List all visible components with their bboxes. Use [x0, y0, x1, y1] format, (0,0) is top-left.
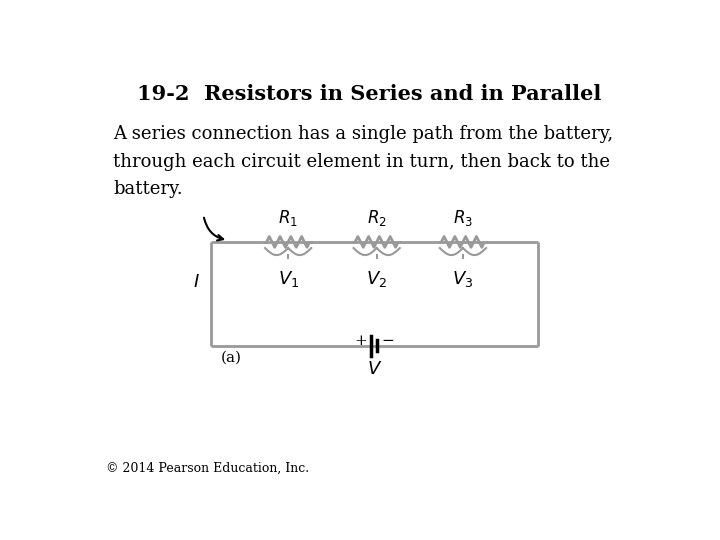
- Text: $R_2$: $R_2$: [366, 208, 387, 228]
- Text: 19-2  Resistors in Series and in Parallel: 19-2 Resistors in Series and in Parallel: [137, 84, 601, 104]
- Text: $R_1$: $R_1$: [278, 208, 298, 228]
- Text: © 2014 Pearson Education, Inc.: © 2014 Pearson Education, Inc.: [106, 462, 309, 475]
- Text: −: −: [382, 334, 394, 348]
- Text: $R_3$: $R_3$: [453, 208, 473, 228]
- Text: $I$: $I$: [193, 273, 199, 291]
- Text: A series connection has a single path from the battery,
through each circuit ele: A series connection has a single path fr…: [113, 125, 613, 199]
- Text: $V_2$: $V_2$: [366, 269, 387, 289]
- Text: $V$: $V$: [366, 360, 382, 377]
- Text: $V_1$: $V_1$: [277, 269, 299, 289]
- Text: $V_3$: $V_3$: [452, 269, 474, 289]
- Text: (a): (a): [220, 350, 241, 365]
- Text: +: +: [355, 334, 367, 348]
